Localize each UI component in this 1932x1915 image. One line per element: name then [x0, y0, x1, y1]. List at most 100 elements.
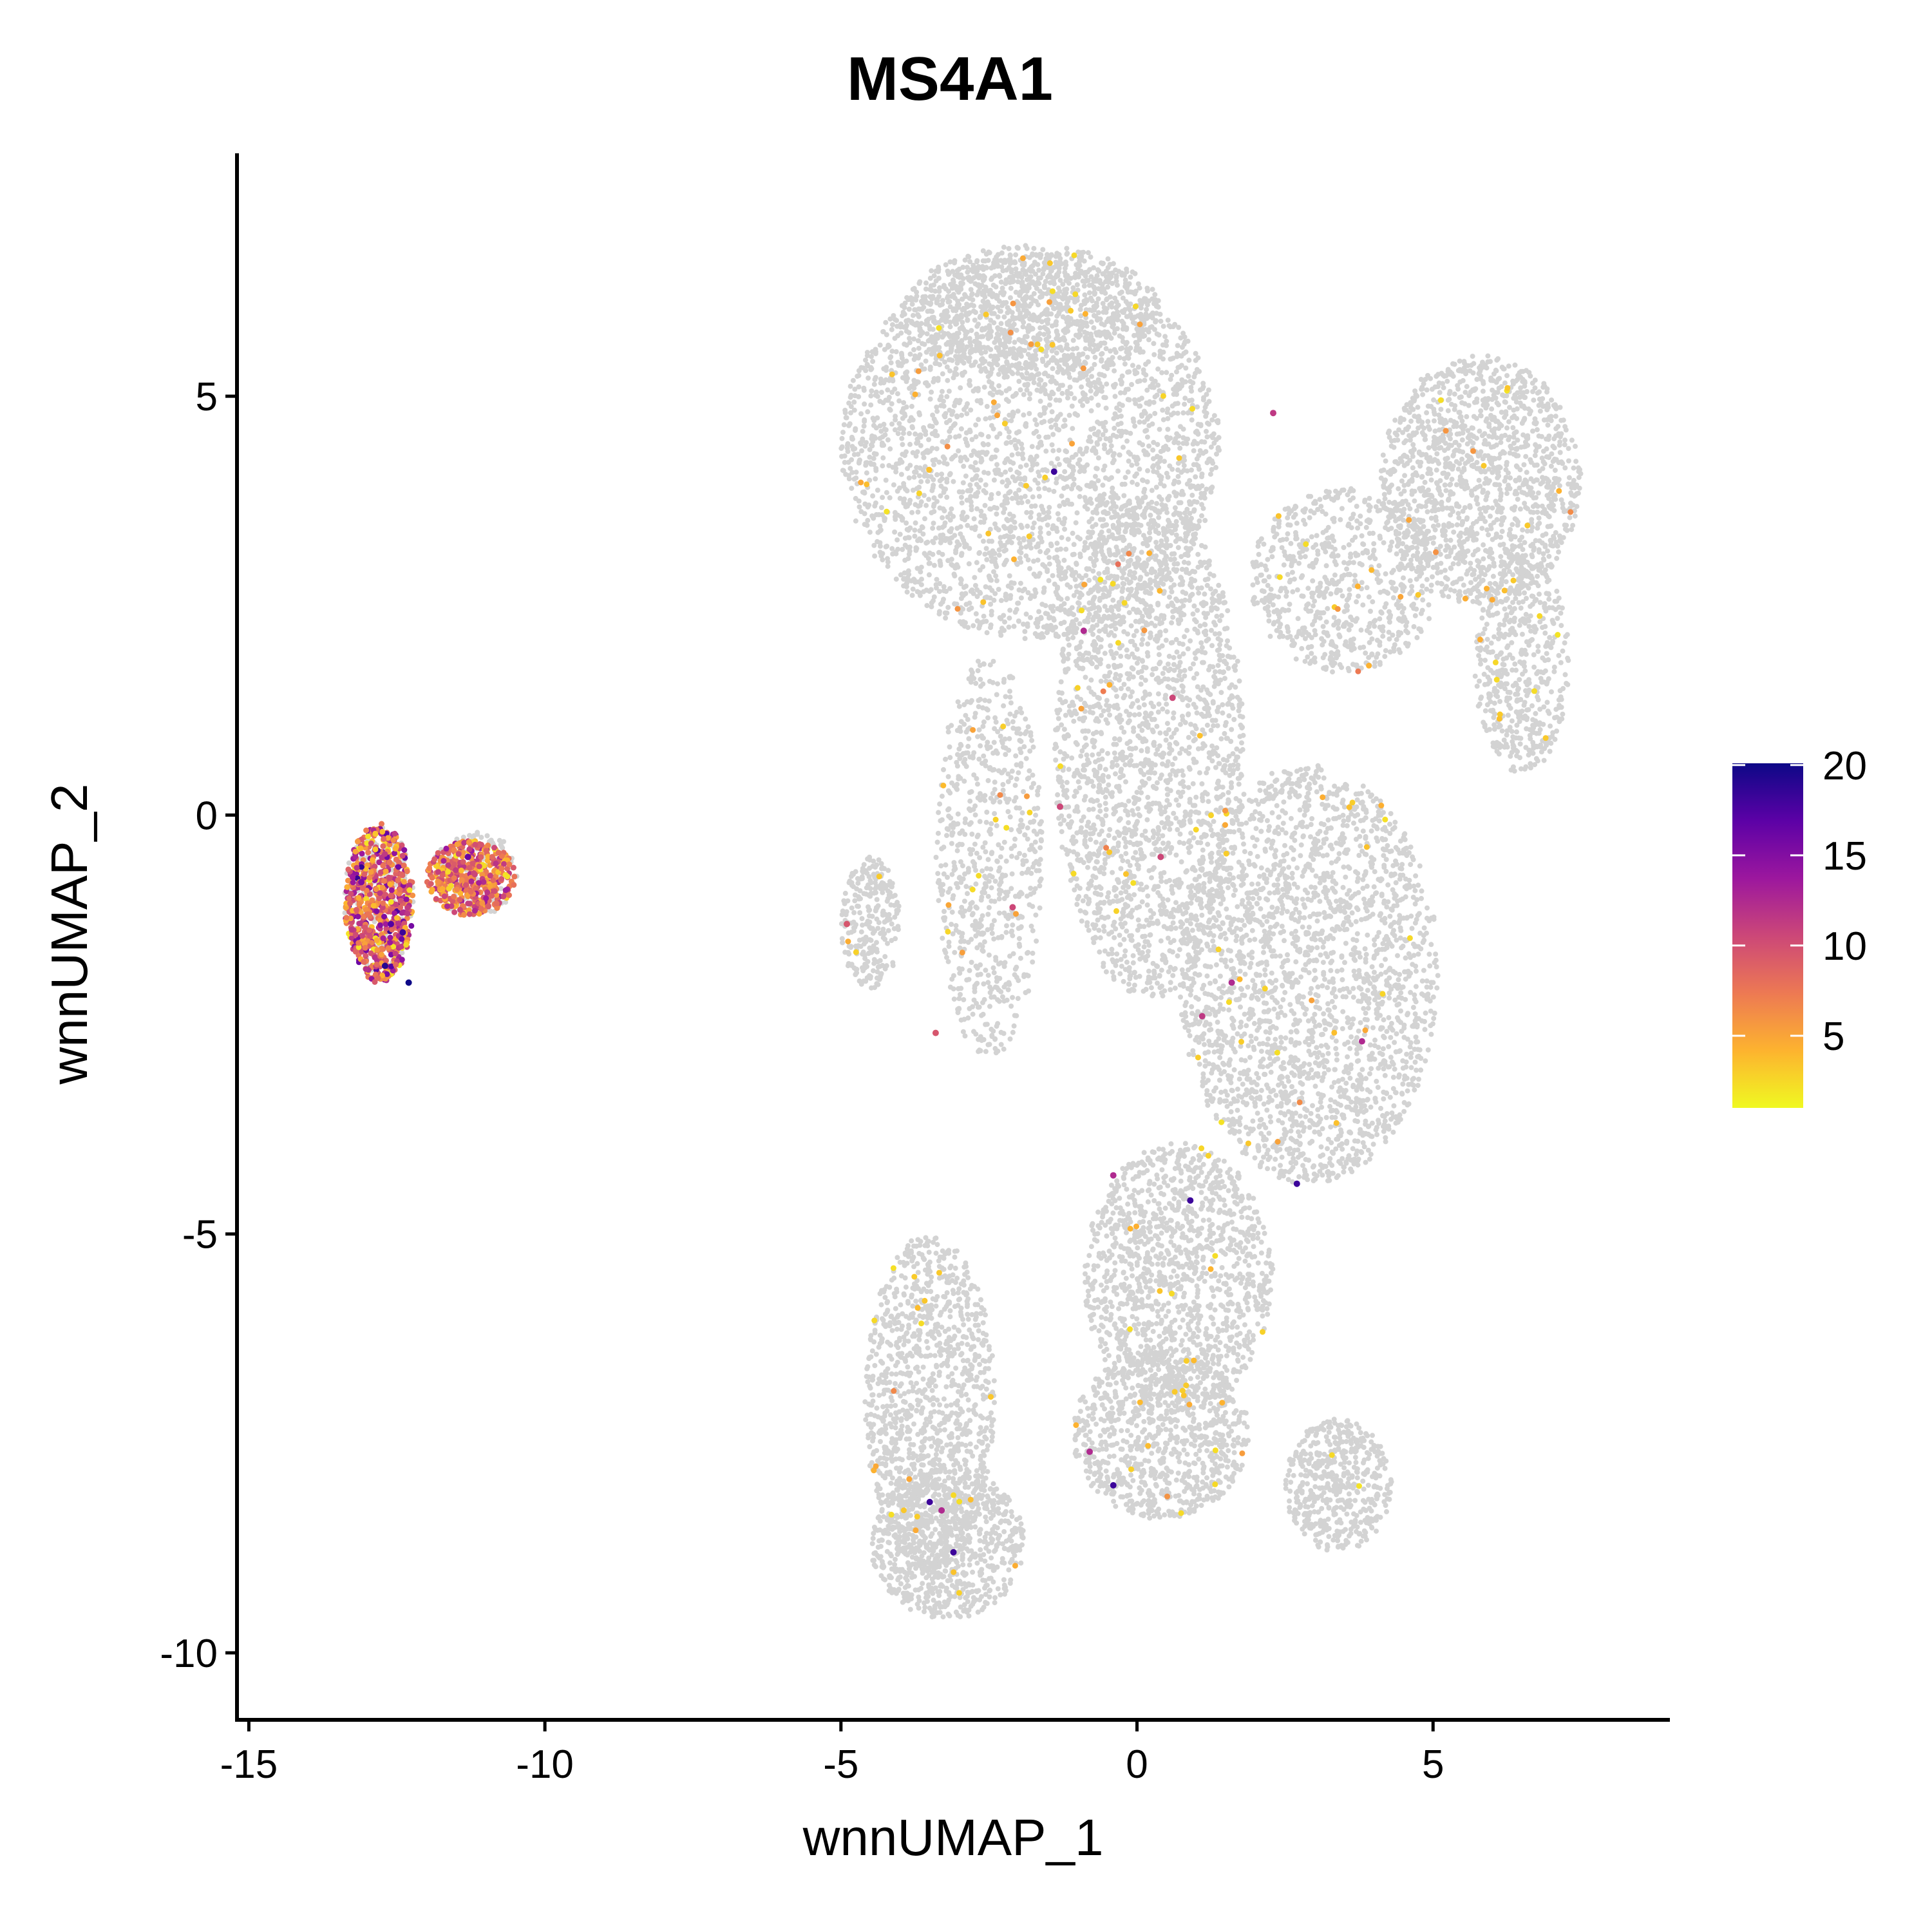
cell-point — [914, 486, 920, 491]
cell-point — [871, 418, 877, 423]
cell-point — [1060, 475, 1066, 481]
cell-point — [1056, 448, 1062, 453]
cell-point — [877, 399, 883, 404]
cell-point — [1164, 370, 1170, 376]
cell-point — [1012, 339, 1018, 345]
cell-point — [1119, 381, 1124, 387]
cell-point — [846, 476, 852, 482]
cell-point — [878, 390, 884, 395]
cell-point — [1009, 267, 1014, 272]
cell-point — [983, 584, 989, 589]
cell-point — [853, 518, 858, 524]
cell-point — [1030, 494, 1036, 500]
cell-point — [1214, 451, 1219, 457]
cell-point — [1523, 453, 1529, 459]
cell-point — [958, 284, 963, 290]
cell-point — [1088, 319, 1094, 325]
cell-point — [1487, 581, 1493, 586]
cell-point — [1081, 283, 1087, 289]
cell-point — [922, 493, 927, 499]
cell-point — [884, 367, 889, 373]
cell-point — [1091, 342, 1097, 348]
cell-point — [1102, 446, 1108, 452]
cell-point — [1428, 477, 1434, 483]
cell-point — [1469, 492, 1475, 498]
cell-point — [1191, 507, 1197, 513]
cell-point — [1110, 281, 1115, 286]
cell-point — [1483, 418, 1489, 424]
cell-point — [1437, 390, 1443, 395]
cell-point — [1007, 280, 1013, 285]
cell-point — [1129, 462, 1135, 468]
cell-point — [927, 276, 933, 281]
cell-point — [938, 562, 943, 568]
cell-point — [968, 407, 974, 413]
cell-point — [889, 546, 895, 551]
cell-point — [1569, 437, 1575, 443]
cell-point — [1550, 543, 1556, 549]
cell-point — [991, 404, 997, 410]
cell-point — [1050, 366, 1056, 372]
cell-point — [918, 362, 924, 368]
cell-point — [1112, 411, 1118, 417]
cell-point — [894, 318, 900, 323]
cell-point — [1043, 337, 1049, 342]
cell-point — [1097, 517, 1103, 522]
cell-point — [869, 354, 874, 359]
cell-point — [890, 551, 896, 557]
cell-point — [1003, 560, 1008, 566]
cell-point — [986, 335, 992, 341]
cell-point — [985, 442, 991, 448]
cell-point — [1095, 429, 1101, 435]
cell-point — [1499, 529, 1505, 534]
cell-point — [991, 310, 997, 316]
cell-point — [960, 606, 966, 612]
cell-point — [993, 562, 999, 567]
cell-point — [1082, 540, 1088, 546]
cell-point — [1055, 456, 1061, 462]
cell-point — [1464, 414, 1470, 419]
cell-point — [910, 586, 916, 592]
cell-point — [1099, 388, 1104, 394]
cell-point — [1117, 333, 1122, 339]
cell-point — [1448, 506, 1454, 511]
cell-point — [977, 567, 983, 573]
cell-point — [1018, 476, 1023, 482]
cell-point — [990, 408, 996, 414]
cell-point — [927, 287, 933, 292]
cell-point — [927, 448, 933, 454]
cell-point — [1095, 441, 1100, 447]
cell-point — [1072, 377, 1077, 383]
cell-point — [899, 356, 905, 361]
cell-point — [1105, 256, 1111, 262]
cell-point — [1043, 611, 1048, 616]
cell-point — [895, 391, 900, 397]
cell-point — [862, 443, 868, 449]
cell-point — [924, 331, 930, 337]
cell-point — [1152, 292, 1158, 298]
cell-point — [1166, 437, 1171, 443]
cell-point — [1152, 410, 1158, 416]
cell-point — [1506, 533, 1512, 538]
cell-point — [1030, 525, 1036, 531]
cell-point — [969, 453, 974, 458]
cell-point — [1036, 486, 1041, 491]
cell-point — [957, 397, 963, 403]
cell-point — [911, 336, 916, 342]
cell-point — [914, 566, 920, 571]
cell-point — [1142, 377, 1148, 383]
cell-point — [1202, 518, 1208, 523]
cell-point — [1137, 378, 1142, 384]
cell-point — [991, 264, 997, 270]
cell-point — [940, 532, 946, 538]
cell-point — [861, 489, 867, 495]
cell-point — [1134, 461, 1140, 467]
cell-point — [1434, 451, 1440, 457]
cell-point — [889, 322, 895, 328]
cell-point — [974, 594, 980, 600]
cell-point — [1119, 373, 1125, 379]
cell-point — [936, 264, 942, 270]
cell-point — [960, 342, 965, 348]
cell-point — [883, 427, 889, 433]
cell-point — [900, 517, 905, 523]
